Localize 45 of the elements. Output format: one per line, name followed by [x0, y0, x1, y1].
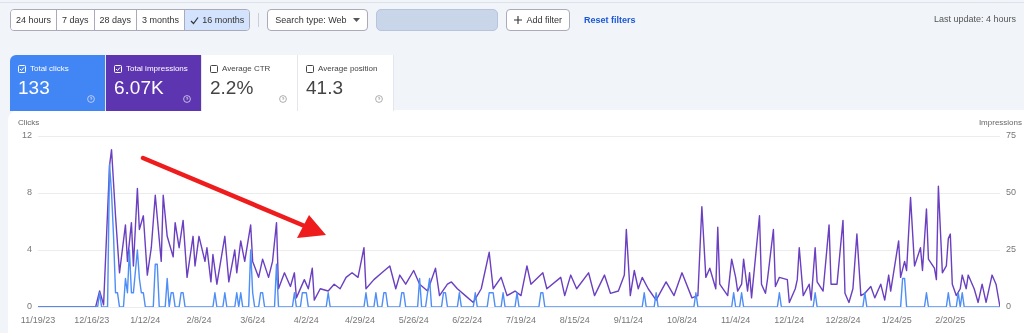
y-tick-label: 4	[26, 244, 32, 255]
x-tick-label: 8/15/24	[559, 314, 590, 325]
text: 41.3	[306, 77, 343, 99]
y-axis-title: Clicks	[18, 118, 40, 128]
text: Reset filters	[584, 15, 636, 25]
text: 28 days	[99, 15, 132, 25]
x-tick-label: 5/26/24	[398, 314, 429, 325]
x-tick-label: 2/8/24	[186, 314, 212, 325]
y-tick-label: 12	[21, 130, 32, 141]
y2-axis-title: Impressions	[978, 118, 1022, 128]
x-tick-label: 6/22/24	[452, 314, 483, 325]
x-tick-label: 4/29/24	[344, 314, 376, 325]
text: Total impressions	[126, 64, 188, 73]
text: Add filter	[526, 15, 563, 25]
x-tick-label: 7/19/24	[505, 314, 536, 325]
y2-tick-label: 25	[1006, 244, 1017, 255]
y2-tick-label: 75	[1006, 130, 1017, 141]
x-tick-label: 3/6/24	[240, 314, 266, 325]
x-tick-label: 11/19/23	[20, 314, 56, 325]
text: Average position	[318, 64, 378, 73]
y2-tick-label: 0	[1006, 301, 1012, 312]
text: 3 months	[142, 15, 180, 25]
text: 2.2%	[210, 77, 254, 99]
x-tick-label: 10/8/24	[666, 314, 697, 325]
text: Search type: Web	[275, 15, 347, 25]
text: Last update: 4 hours	[933, 14, 1016, 24]
text: 16 months	[202, 15, 245, 25]
x-tick-label: 9/11/24	[613, 314, 644, 325]
x-tick-label: 4/2/24	[293, 314, 319, 325]
x-tick-label: 11/4/24	[720, 314, 751, 325]
text: Average CTR	[222, 64, 271, 73]
text: 7 days	[62, 15, 89, 25]
x-tick-label: 12/16/23	[74, 314, 110, 325]
text: 6.07K	[114, 77, 164, 99]
text: Total clicks	[30, 64, 69, 73]
x-tick-label: 1/12/24	[130, 314, 161, 325]
x-tick-label: 2/20/25	[935, 314, 966, 325]
x-tick-label: 12/28/24	[825, 314, 861, 325]
x-tick-label: 1/24/25	[881, 314, 912, 325]
y-tick-label: 0	[26, 301, 32, 312]
text: 24 hours	[16, 15, 52, 25]
text: 133	[18, 77, 50, 99]
y-tick-label: 8	[26, 187, 32, 198]
x-tick-label: 12/1/24	[774, 314, 805, 325]
y2-tick-label: 50	[1006, 187, 1017, 198]
